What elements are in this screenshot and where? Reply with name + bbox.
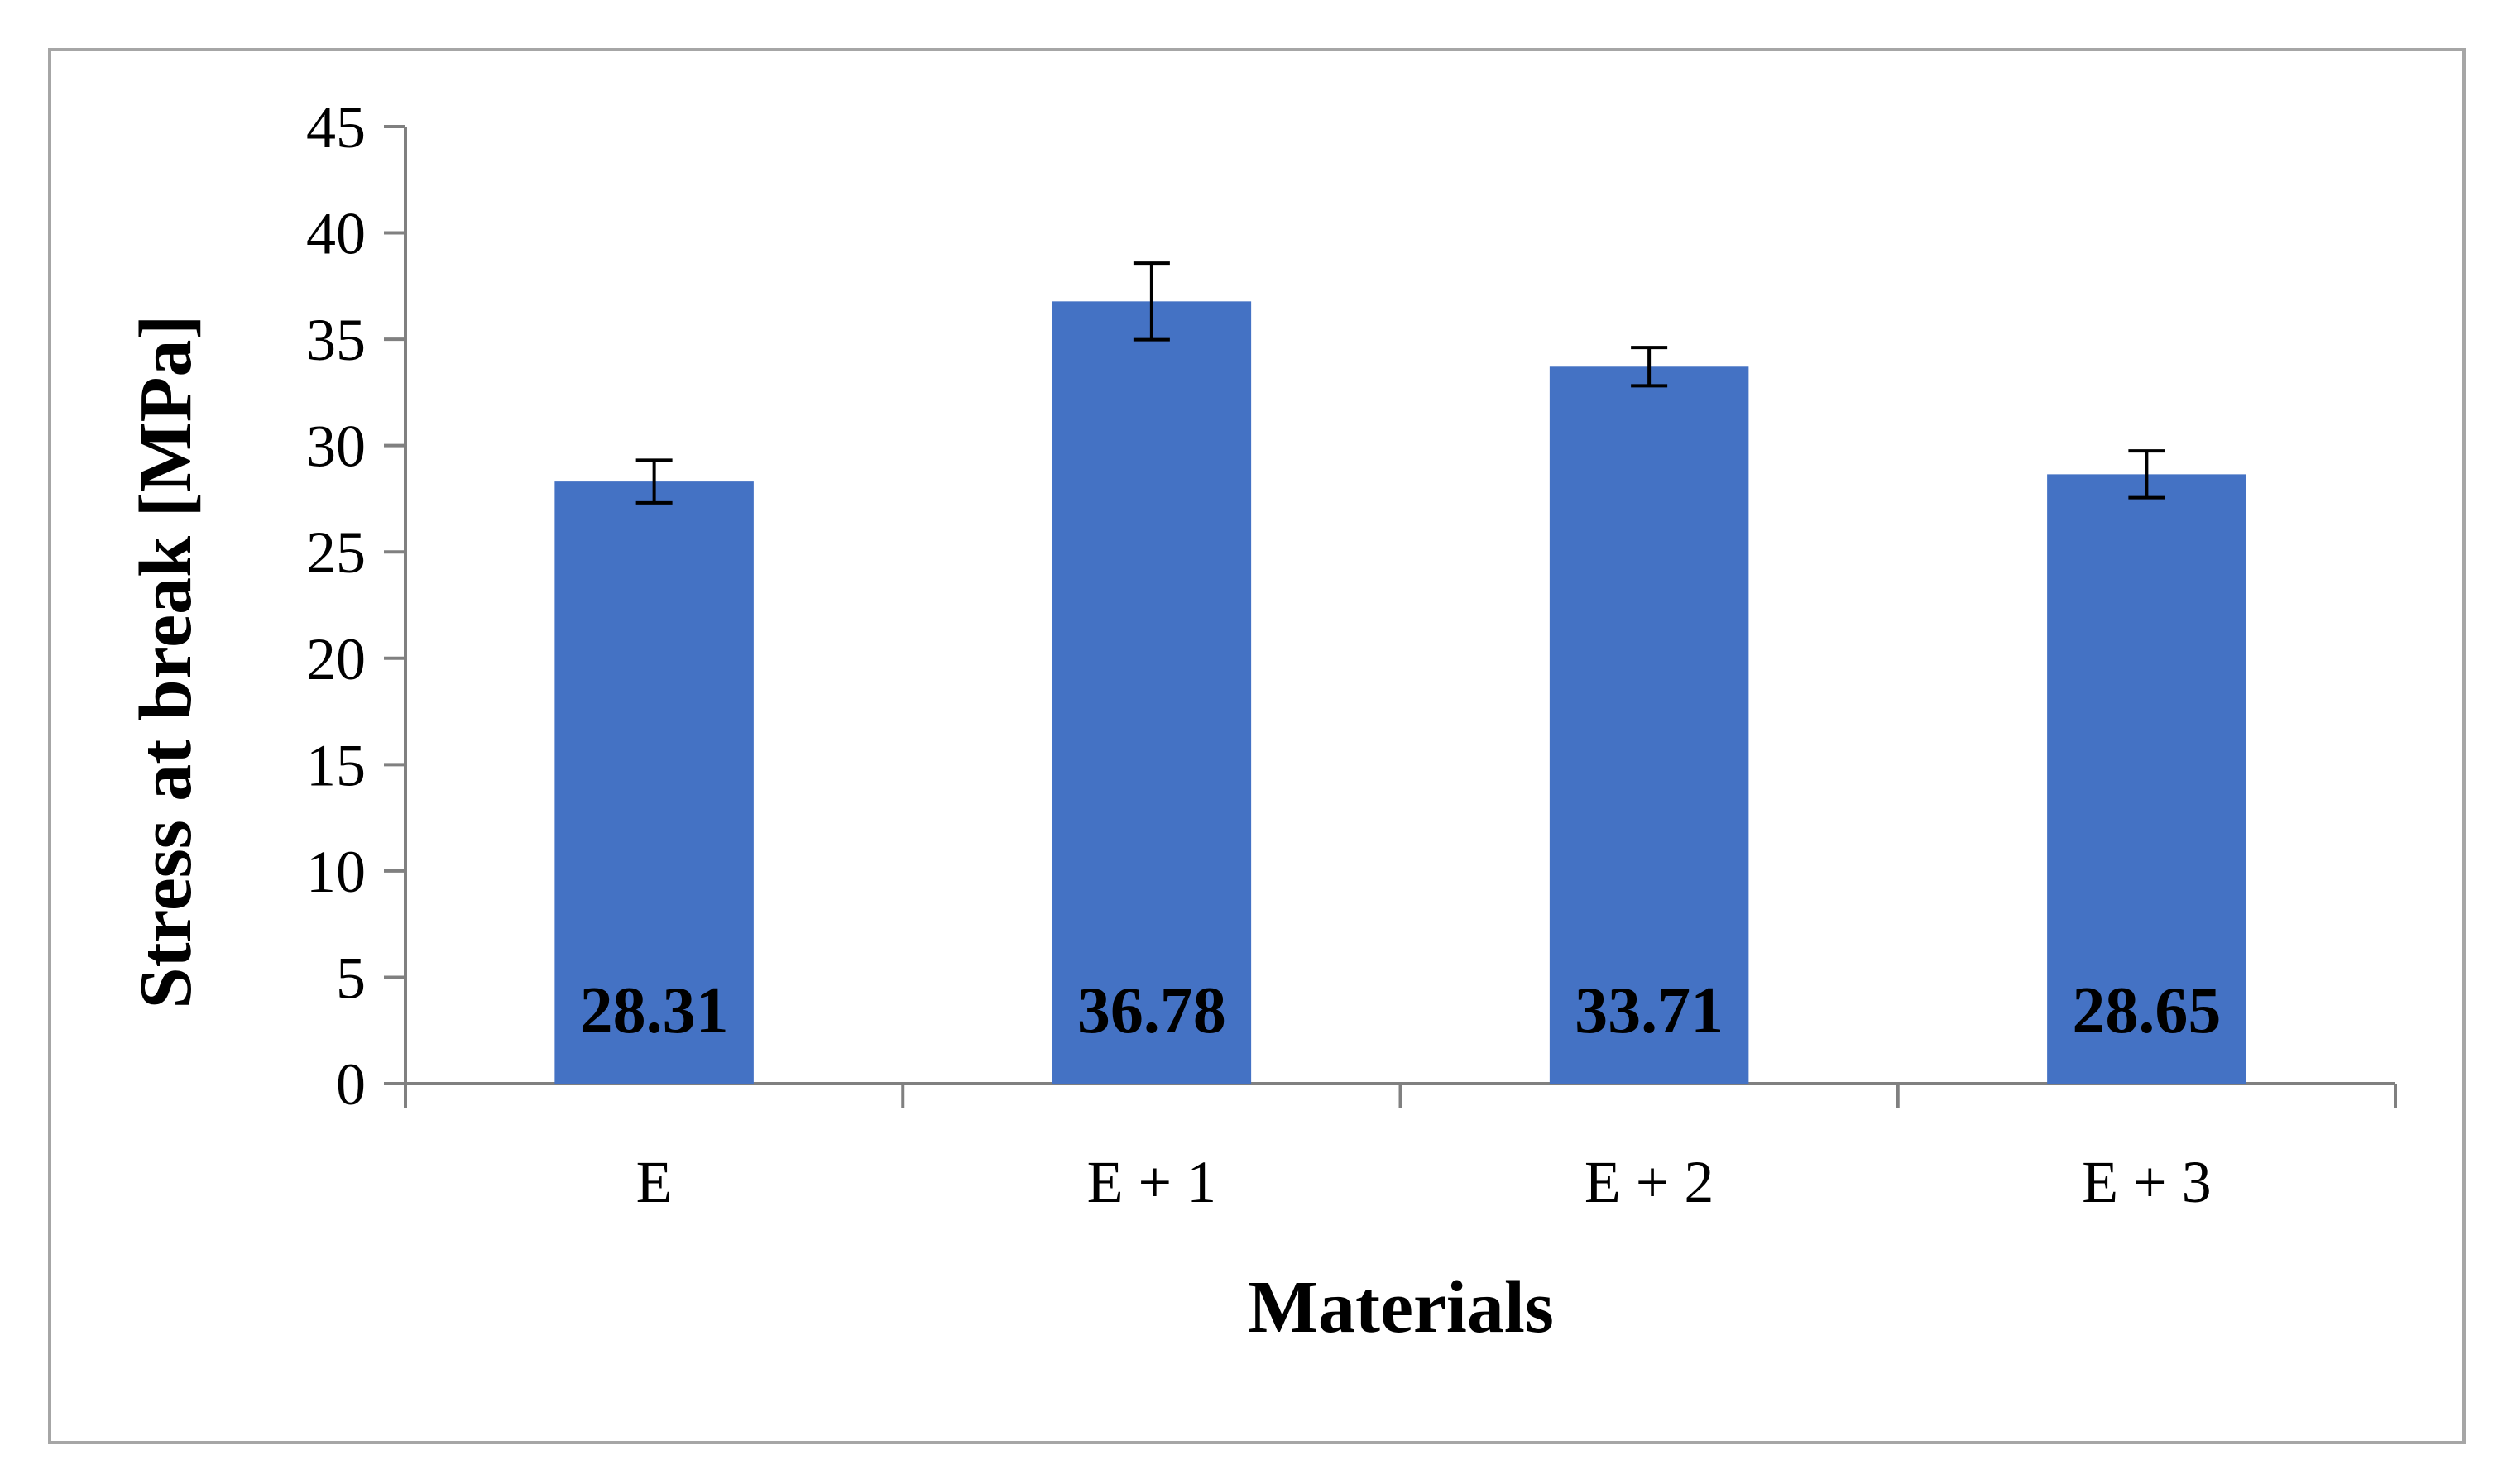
y-tick-label: 15 [306,732,366,798]
y-tick-label: 30 [306,414,366,480]
data-labels: 28.31 36.78 33.71 28.65 [580,974,2222,1047]
bar [1052,301,1252,1084]
y-tick-label: 35 [306,307,366,373]
y-tick-label: 10 [306,839,366,905]
data-label: 33.71 [1575,974,1724,1047]
x-tick-label: E + 1 [1087,1149,1217,1215]
x-tick-label: E + 3 [2082,1149,2212,1215]
y-tick-label: 0 [336,1051,366,1118]
y-axis: 0 5 10 15 20 25 30 35 40 45 [306,94,407,1118]
bar [1549,366,1749,1084]
y-tick-label: 40 [306,201,366,267]
data-label: 28.65 [2072,974,2221,1047]
x-axis: E E + 1 E + 2 E + 3 [404,1082,2397,1215]
y-tick-label: 25 [306,519,366,586]
bar [2047,474,2246,1084]
data-label: 36.78 [1077,974,1226,1047]
bars [554,301,2246,1084]
bar [554,481,754,1084]
y-tick-label: 45 [306,94,366,160]
x-axis-title: Materials [1248,1266,1554,1348]
x-tick-label: E [636,1149,673,1215]
data-label: 28.31 [580,974,729,1047]
y-axis-title: Stress at break [MPa] [125,314,207,1008]
y-tick-label: 20 [306,626,366,692]
x-tick-label: E + 2 [1585,1149,1714,1215]
y-tick-label: 5 [336,945,366,1011]
error-bars [635,261,2165,505]
